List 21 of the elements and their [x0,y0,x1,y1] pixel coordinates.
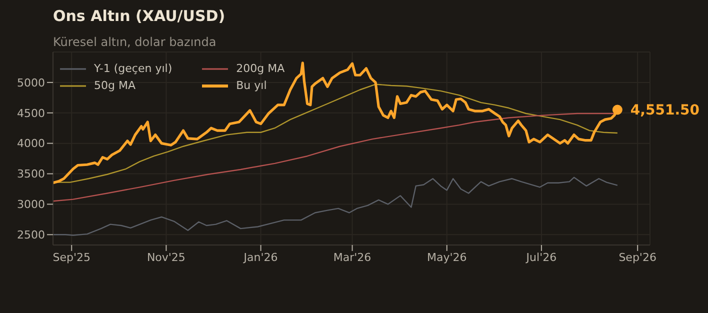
legend-label: 200g MA [236,62,285,75]
chart-subtitle: Küresel altın, dolar bazında [53,35,216,49]
legend-label: Bu yıl [236,79,267,92]
legend-label: Y-1 (geçen yıl) [94,62,172,75]
y-tick-label: 2500 [17,228,45,242]
x-tick-label: Jan'26 [242,250,278,264]
x-tick-label: Sep'25 [52,250,90,264]
legend-label: 50g MA [94,79,136,92]
chart-title: Ons Altın (XAU/USD) [53,7,226,25]
y-tick-label: 4500 [17,106,45,120]
x-tick-label: Sep'26 [618,250,656,264]
y-tick-label: 5000 [17,76,45,90]
x-tick-label: Mar'26 [333,250,372,264]
x-tick-label: May'26 [426,250,467,264]
line-series [53,176,618,236]
y-tick-label: 3500 [17,168,45,181]
x-tick-label: Nov'25 [146,250,186,264]
annotation: 4,551.50 [630,102,700,119]
y-tick-label: 3000 [17,198,45,212]
x-tick-label: Jul'26 [525,250,557,264]
y-tick-label: 4000 [17,137,45,150]
